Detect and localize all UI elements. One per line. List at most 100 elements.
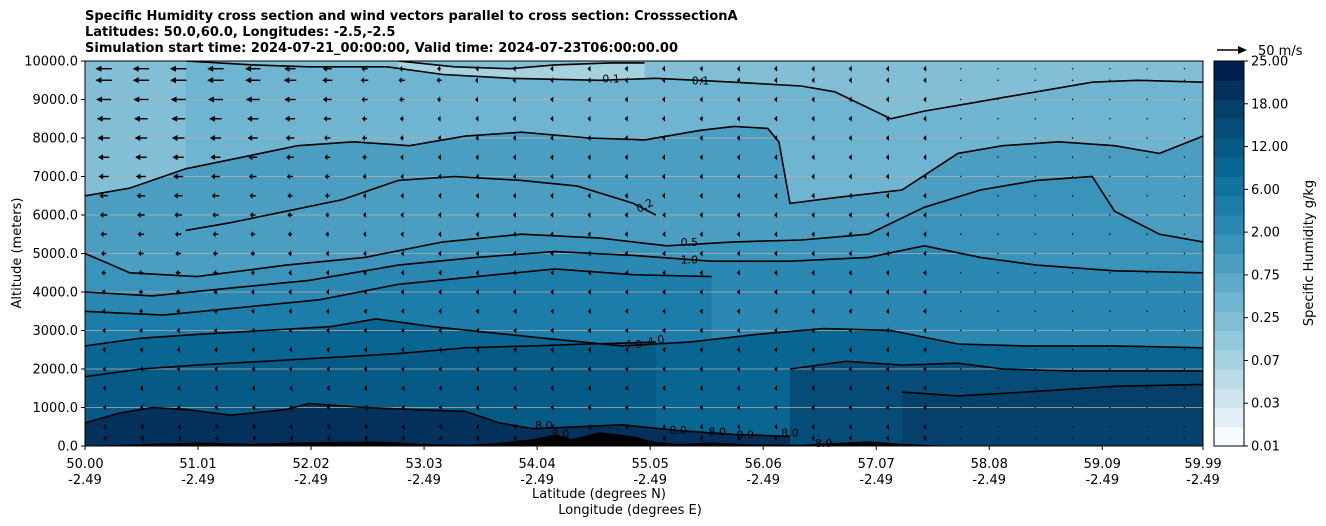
wind-vector bbox=[587, 212, 591, 218]
wind-vector bbox=[438, 269, 442, 276]
wind-vector bbox=[1109, 426, 1111, 428]
wind-vector bbox=[550, 269, 554, 276]
wind-vector bbox=[251, 308, 255, 315]
wind-vector bbox=[215, 435, 219, 442]
wind-vector bbox=[1109, 437, 1111, 439]
wind-vector bbox=[322, 65, 332, 72]
wind-vector bbox=[364, 423, 368, 430]
contour-label: 8.0 bbox=[535, 419, 553, 432]
wind-vector bbox=[1146, 156, 1148, 158]
wind-vector bbox=[923, 308, 927, 315]
wind-vector bbox=[736, 289, 740, 295]
wind-vector bbox=[476, 327, 479, 334]
wind-vector bbox=[211, 173, 220, 180]
wind-vector bbox=[587, 308, 591, 315]
colorbar-tick-label: 0.07 bbox=[1251, 354, 1280, 369]
wind-vector bbox=[662, 289, 666, 295]
colorbar-swatch bbox=[1214, 195, 1244, 216]
wind-vector bbox=[289, 435, 293, 442]
wind-vector bbox=[997, 137, 999, 139]
wind-vector bbox=[1109, 387, 1111, 389]
colorbar-swatch bbox=[1214, 388, 1244, 408]
wind-vector bbox=[923, 231, 927, 238]
wind-vector bbox=[923, 173, 927, 180]
wind-vector bbox=[289, 366, 292, 372]
x-tick-label-lon: -2.49 bbox=[859, 473, 893, 488]
wind-vector bbox=[252, 404, 256, 411]
wind-vector bbox=[960, 329, 962, 332]
wind-vector bbox=[662, 154, 665, 161]
wind-vector bbox=[662, 423, 666, 430]
terrain-profile bbox=[85, 432, 1203, 446]
wind-vector bbox=[1146, 175, 1148, 178]
wind-vector bbox=[213, 269, 218, 276]
wind-vector bbox=[550, 423, 554, 430]
wind-vector bbox=[400, 212, 404, 218]
wind-vector bbox=[361, 96, 368, 103]
wind-vector bbox=[1109, 175, 1111, 178]
wind-vector bbox=[699, 173, 703, 180]
wind-vector bbox=[1034, 272, 1037, 274]
wind-vector bbox=[885, 231, 889, 238]
wind-vector bbox=[885, 366, 889, 372]
wind-vector bbox=[662, 115, 665, 122]
wind-vector bbox=[662, 435, 666, 442]
x-tick-label-lon: -2.49 bbox=[1186, 473, 1220, 488]
wind-vector bbox=[1034, 233, 1037, 235]
wind-vector bbox=[288, 250, 292, 257]
wind-vector bbox=[625, 327, 629, 334]
wind-vector bbox=[736, 308, 740, 315]
wind-vector bbox=[212, 250, 218, 257]
title-line-2: Latitudes: 50.0,60.0, Longitudes: -2.5,-… bbox=[85, 25, 396, 40]
wind-vector bbox=[401, 404, 405, 411]
wind-vector bbox=[102, 346, 106, 353]
wind-vector bbox=[587, 327, 591, 334]
wind-vector bbox=[885, 289, 889, 295]
wind-vector bbox=[438, 192, 442, 199]
wind-vector bbox=[1109, 406, 1111, 409]
x-tick-label-lon: -2.49 bbox=[68, 473, 102, 488]
wind-vector bbox=[923, 423, 927, 430]
wind-vector bbox=[1071, 406, 1074, 409]
wind-vector bbox=[587, 192, 591, 199]
wind-vector bbox=[624, 192, 628, 199]
wind-vector bbox=[1109, 68, 1111, 70]
wind-vector bbox=[1183, 437, 1186, 439]
wind-vector bbox=[662, 231, 666, 238]
wind-vector bbox=[885, 404, 889, 411]
wind-vector bbox=[774, 366, 778, 372]
wind-vector bbox=[736, 65, 740, 72]
wind-vector bbox=[475, 77, 478, 84]
wind-vector bbox=[325, 231, 330, 238]
wind-vector bbox=[438, 289, 442, 295]
wind-vector bbox=[1109, 291, 1111, 293]
wind-vector bbox=[1109, 195, 1111, 197]
wind-vector bbox=[774, 192, 778, 199]
wind-vector bbox=[400, 289, 404, 295]
wind-vector bbox=[811, 366, 815, 372]
wind-vector bbox=[362, 154, 367, 161]
wind-vector bbox=[96, 96, 112, 103]
wind-vector bbox=[587, 435, 591, 442]
wind-vector bbox=[923, 269, 927, 276]
wind-vector bbox=[287, 231, 293, 238]
wind-vector bbox=[1146, 291, 1148, 293]
wind-vector bbox=[177, 423, 181, 430]
colorbar-tick-label: 0.25 bbox=[1251, 311, 1280, 326]
colorbar-swatch bbox=[1214, 272, 1244, 293]
wind-vector bbox=[362, 212, 367, 218]
wind-vector bbox=[662, 327, 666, 334]
colorbar-label: Specific Humidity g/kg bbox=[1302, 180, 1317, 326]
x-tick-label-lat: 53.03 bbox=[405, 457, 442, 472]
wind-vector bbox=[774, 212, 778, 218]
wind-vector bbox=[1183, 349, 1186, 351]
wind-vector bbox=[997, 291, 999, 293]
wind-vector bbox=[1183, 68, 1186, 70]
wind-vector bbox=[1071, 156, 1074, 158]
x-tick-label-lon: -2.49 bbox=[972, 473, 1006, 488]
x-tick-label-lat: 50.00 bbox=[66, 457, 103, 472]
wind-vector bbox=[811, 308, 815, 315]
wind-vector bbox=[476, 404, 479, 411]
wind-vector bbox=[1071, 368, 1074, 370]
wind-vector bbox=[138, 250, 144, 257]
